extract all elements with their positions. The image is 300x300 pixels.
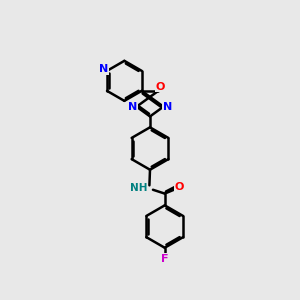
Text: N: N bbox=[99, 64, 108, 74]
Text: N: N bbox=[128, 102, 137, 112]
Text: F: F bbox=[161, 254, 169, 264]
Text: O: O bbox=[175, 182, 184, 192]
Text: N: N bbox=[163, 102, 172, 112]
Text: O: O bbox=[155, 82, 164, 92]
Text: NH: NH bbox=[130, 183, 148, 193]
